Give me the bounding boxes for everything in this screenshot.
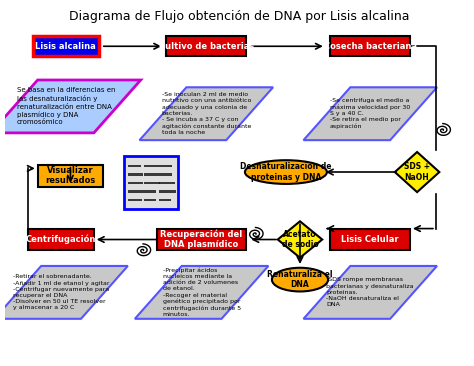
FancyBboxPatch shape (28, 229, 94, 250)
FancyBboxPatch shape (144, 199, 156, 201)
FancyBboxPatch shape (128, 173, 143, 176)
Text: Renaturaliza el
DNA: Renaturaliza el DNA (267, 270, 333, 289)
FancyBboxPatch shape (144, 173, 158, 176)
Polygon shape (395, 152, 439, 192)
Text: Visualizar
resultados: Visualizar resultados (46, 166, 96, 186)
FancyBboxPatch shape (159, 190, 176, 193)
Polygon shape (278, 221, 322, 258)
FancyBboxPatch shape (330, 229, 410, 250)
FancyBboxPatch shape (166, 36, 246, 56)
FancyBboxPatch shape (128, 199, 142, 201)
Text: Recuperación del
DNA plasmídico: Recuperación del DNA plasmídico (161, 229, 243, 250)
FancyBboxPatch shape (144, 165, 159, 167)
Ellipse shape (272, 268, 328, 291)
FancyBboxPatch shape (128, 190, 144, 193)
FancyBboxPatch shape (124, 156, 178, 209)
Text: Lisis Celular: Lisis Celular (341, 235, 399, 244)
Text: Cosecha bacteriana: Cosecha bacteriana (324, 42, 417, 51)
Text: Desnaturalizacion de
proteinas y DNA: Desnaturalizacion de proteinas y DNA (240, 163, 332, 182)
Text: -Se centrifuga el medio a
máxima velocidad por 30
S y a 40 C.
-Se retira el medi: -Se centrifuga el medio a máxima velocid… (330, 98, 410, 129)
Text: Centrifugación: Centrifugación (26, 235, 96, 244)
FancyBboxPatch shape (128, 182, 143, 184)
FancyBboxPatch shape (128, 165, 140, 167)
Polygon shape (139, 87, 273, 140)
FancyBboxPatch shape (144, 182, 160, 184)
FancyBboxPatch shape (159, 165, 172, 167)
Text: Se basa en la diferencias en
las desnaturalización y
renaturalización entre DNA
: Se basa en la diferencias en las desnatu… (17, 87, 115, 126)
Polygon shape (303, 87, 437, 140)
Text: -Se inoculan 2 ml de medio
nutritivo con una antibiótico
adecuado y una colonia : -Se inoculan 2 ml de medio nutritivo con… (162, 92, 251, 135)
Text: -SDS rompe membranas
bacterianas y desnaturaliza
proteinas.
-NaOH desnaturaliza : -SDS rompe membranas bacterianas y desna… (327, 277, 414, 307)
FancyBboxPatch shape (159, 173, 172, 176)
Polygon shape (0, 266, 128, 319)
Polygon shape (0, 80, 141, 133)
Polygon shape (135, 266, 268, 319)
Text: Diagrama de Flujo obtención de DNA por Lisis alcalina: Diagrama de Flujo obtención de DNA por L… (69, 10, 410, 23)
FancyBboxPatch shape (157, 229, 246, 250)
Polygon shape (303, 266, 437, 319)
Text: Acetato
de sodio: Acetato de sodio (282, 230, 319, 249)
Text: SDS +
NaOH: SDS + NaOH (404, 163, 430, 182)
FancyBboxPatch shape (37, 165, 103, 187)
FancyBboxPatch shape (159, 199, 171, 201)
FancyBboxPatch shape (330, 36, 410, 56)
FancyBboxPatch shape (33, 36, 99, 56)
Text: -Precipitar ácidos
nucleicos mediante la
adición de 2 volumenes
de etanol.
-Reco: -Precipitar ácidos nucleicos mediante la… (163, 267, 241, 317)
FancyBboxPatch shape (159, 182, 175, 184)
Ellipse shape (245, 160, 327, 184)
FancyBboxPatch shape (144, 190, 156, 193)
Text: -Retirar el sobrenadante.
-Añadir 1 ml de etanol y agitar
-Centrifugar nuevament: -Retirar el sobrenadante. -Añadir 1 ml d… (13, 274, 109, 310)
Text: Lisis alcalina: Lisis alcalina (36, 42, 96, 51)
Text: Cultivo de bacterias: Cultivo de bacterias (159, 42, 254, 51)
